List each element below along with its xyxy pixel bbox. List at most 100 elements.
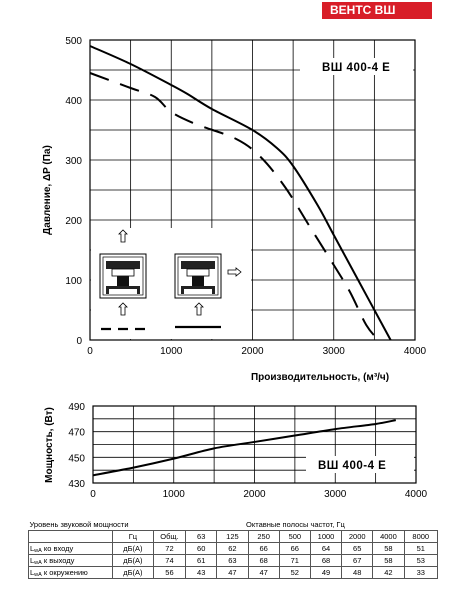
table-column-header: Общ. [152, 530, 187, 543]
model-label-bg-2 [306, 456, 414, 473]
table-cell: 68 [309, 554, 343, 567]
pressure-x-tick-label: 0 [87, 346, 93, 357]
model-label-bg [300, 58, 413, 75]
row-label-text: ко входу [41, 543, 74, 553]
row-label-subscript: wA [34, 571, 42, 578]
table-cell: 74 [152, 554, 187, 567]
pressure-y-tick-label: 300 [65, 156, 82, 167]
table-cell: 58 [372, 542, 405, 555]
pressure-curve-dashed [89, 72, 380, 341]
pressure-y-tick-label: 500 [65, 36, 82, 47]
brand-badge: ВЕНТС ВШ [322, 2, 432, 19]
pressure-tick-labels: 0 1000 2000 3000 4000 0 100 200 300 400 500 [65, 36, 426, 357]
pressure-chart: 0 1000 2000 3000 4000 0 100 200 300 400 500 ВШ 400… [42, 36, 427, 383]
row-label-text: к выходу [41, 555, 75, 565]
inset-unit-left-impeller [111, 268, 135, 277]
table-row-unit: дБ(А) [111, 554, 154, 567]
inset-arrow-up-right-unit [194, 302, 204, 316]
table-cell: 71 [278, 554, 311, 567]
table-blank-cell [28, 530, 113, 543]
table-row-unit: дБ(А) [111, 566, 154, 579]
table-column-header: 1000 [309, 530, 343, 543]
table-cell: 51 [403, 542, 439, 555]
power-x-tick-label: 3000 [324, 489, 347, 500]
sound-power-table: Уровень звуковой мощности Октавные полосы… [28, 519, 439, 579]
power-x-tick-label: 0 [90, 489, 96, 500]
table-row-label: LwA ко входу [28, 542, 113, 555]
table-cell: 58 [372, 554, 405, 567]
table-column-header: 125 [216, 530, 249, 543]
power-axis-title: Мощность, (Вт) [44, 407, 55, 483]
table-column-header: 2000 [341, 530, 374, 543]
power-x-tick-label: 4000 [405, 489, 428, 500]
table-row: LwA ко входу дБ(А) 72 60 62 66 66 64 65 58 51 [28, 542, 439, 555]
inset-unit-right-inner-frame [177, 256, 219, 296]
pressure-axis-title: Давление, ΔP (Па) [42, 145, 53, 235]
table-title-left: Уровень звуковой мощности [28, 519, 154, 531]
table-cell: 60 [185, 542, 218, 555]
pressure-y-tick-label: 200 [65, 216, 82, 227]
power-curves [92, 419, 397, 477]
flow-direction-inset [91, 228, 251, 339]
pressure-x-tick-label: 2000 [241, 346, 264, 357]
inset-unit-left-base [106, 286, 140, 289]
table-row: LwA к окружению дБ(А) 56 43 47 47 52 49 48 42 33 [28, 566, 439, 579]
table-cell: 61 [185, 554, 218, 567]
power-x-tick-label: 1000 [163, 489, 186, 500]
power-y-tick-label: 450 [68, 453, 85, 464]
inset-unit-left-top-bar [106, 261, 140, 269]
table-column-header: 4000 [372, 530, 405, 543]
power-y-tick-label: 490 [68, 402, 85, 413]
row-label-symbol: L [30, 567, 35, 577]
power-y-tick-label: 470 [68, 428, 85, 439]
inset-arrow-up-top [118, 229, 128, 243]
table-cell: 47 [247, 566, 280, 579]
table-cell: 66 [278, 542, 311, 555]
pressure-y-tick-label: 100 [65, 276, 82, 287]
inset-unit-left-foot-left [106, 289, 109, 294]
table-column-header: 500 [278, 530, 311, 543]
power-model-label: ВШ 400-4 Е [318, 460, 386, 472]
table-cell: 62 [216, 542, 249, 555]
table-column-header: 250 [247, 530, 280, 543]
inset-unit-right-base [181, 286, 215, 289]
inset-unit-right-foot-right [212, 289, 215, 294]
table-cell: 64 [309, 542, 343, 555]
table-row: LwA к выходу дБ(А) 74 61 63 68 71 68 67 58 53 [28, 554, 439, 567]
pressure-y-tick-label: 400 [65, 96, 82, 107]
table-columns-row: Гц Общ. 63 125 250 500 1000 2000 4000 8000 [28, 530, 439, 543]
table-cell: 48 [341, 566, 374, 579]
pressure-curves [89, 45, 392, 341]
table-cell: 52 [278, 566, 311, 579]
pressure-x-tick-label: 1000 [160, 346, 183, 357]
inset-unit-left-inner-frame [102, 256, 144, 296]
table-cell: 65 [341, 542, 374, 555]
pressure-model-label: ВШ 400-4 Е [322, 62, 390, 74]
inset-unit-left-motor [117, 276, 129, 286]
pressure-plot-frame [89, 39, 416, 341]
row-label-subscript: wA [34, 559, 42, 566]
power-chart: 0 1000 2000 3000 4000 430 450 470 490 ВШ 400-4 Е… [44, 402, 428, 500]
table-cell: 49 [309, 566, 343, 579]
table-cell: 47 [216, 566, 249, 579]
table-column-header: 63 [185, 530, 218, 543]
table-column-header: 8000 [403, 530, 439, 543]
inset-unit-right-impeller [186, 268, 210, 277]
table-cell: 66 [247, 542, 280, 555]
inset-unit-right-top-bar [181, 261, 215, 269]
table-cell: 53 [403, 554, 439, 567]
pressure-x-tick-label: 4000 [404, 346, 427, 357]
flow-axis-title: Производительность, (м³/ч) [251, 372, 389, 383]
table-cell: 68 [247, 554, 280, 567]
table-row-label: LwA к окружению [28, 566, 113, 579]
power-x-tick-label: 2000 [243, 489, 266, 500]
inset-unit-left-foot-right [137, 289, 140, 294]
row-label-text: к окружению [41, 567, 88, 577]
table-row-unit: дБ(А) [111, 542, 154, 555]
power-y-tick-label: 430 [68, 479, 85, 490]
table-cell: 42 [372, 566, 405, 579]
table-row-label: LwA к выходу [28, 554, 113, 567]
power-tick-labels: 0 1000 2000 3000 4000 430 450 470 490 [68, 402, 427, 500]
pressure-x-tick-label: 3000 [323, 346, 346, 357]
